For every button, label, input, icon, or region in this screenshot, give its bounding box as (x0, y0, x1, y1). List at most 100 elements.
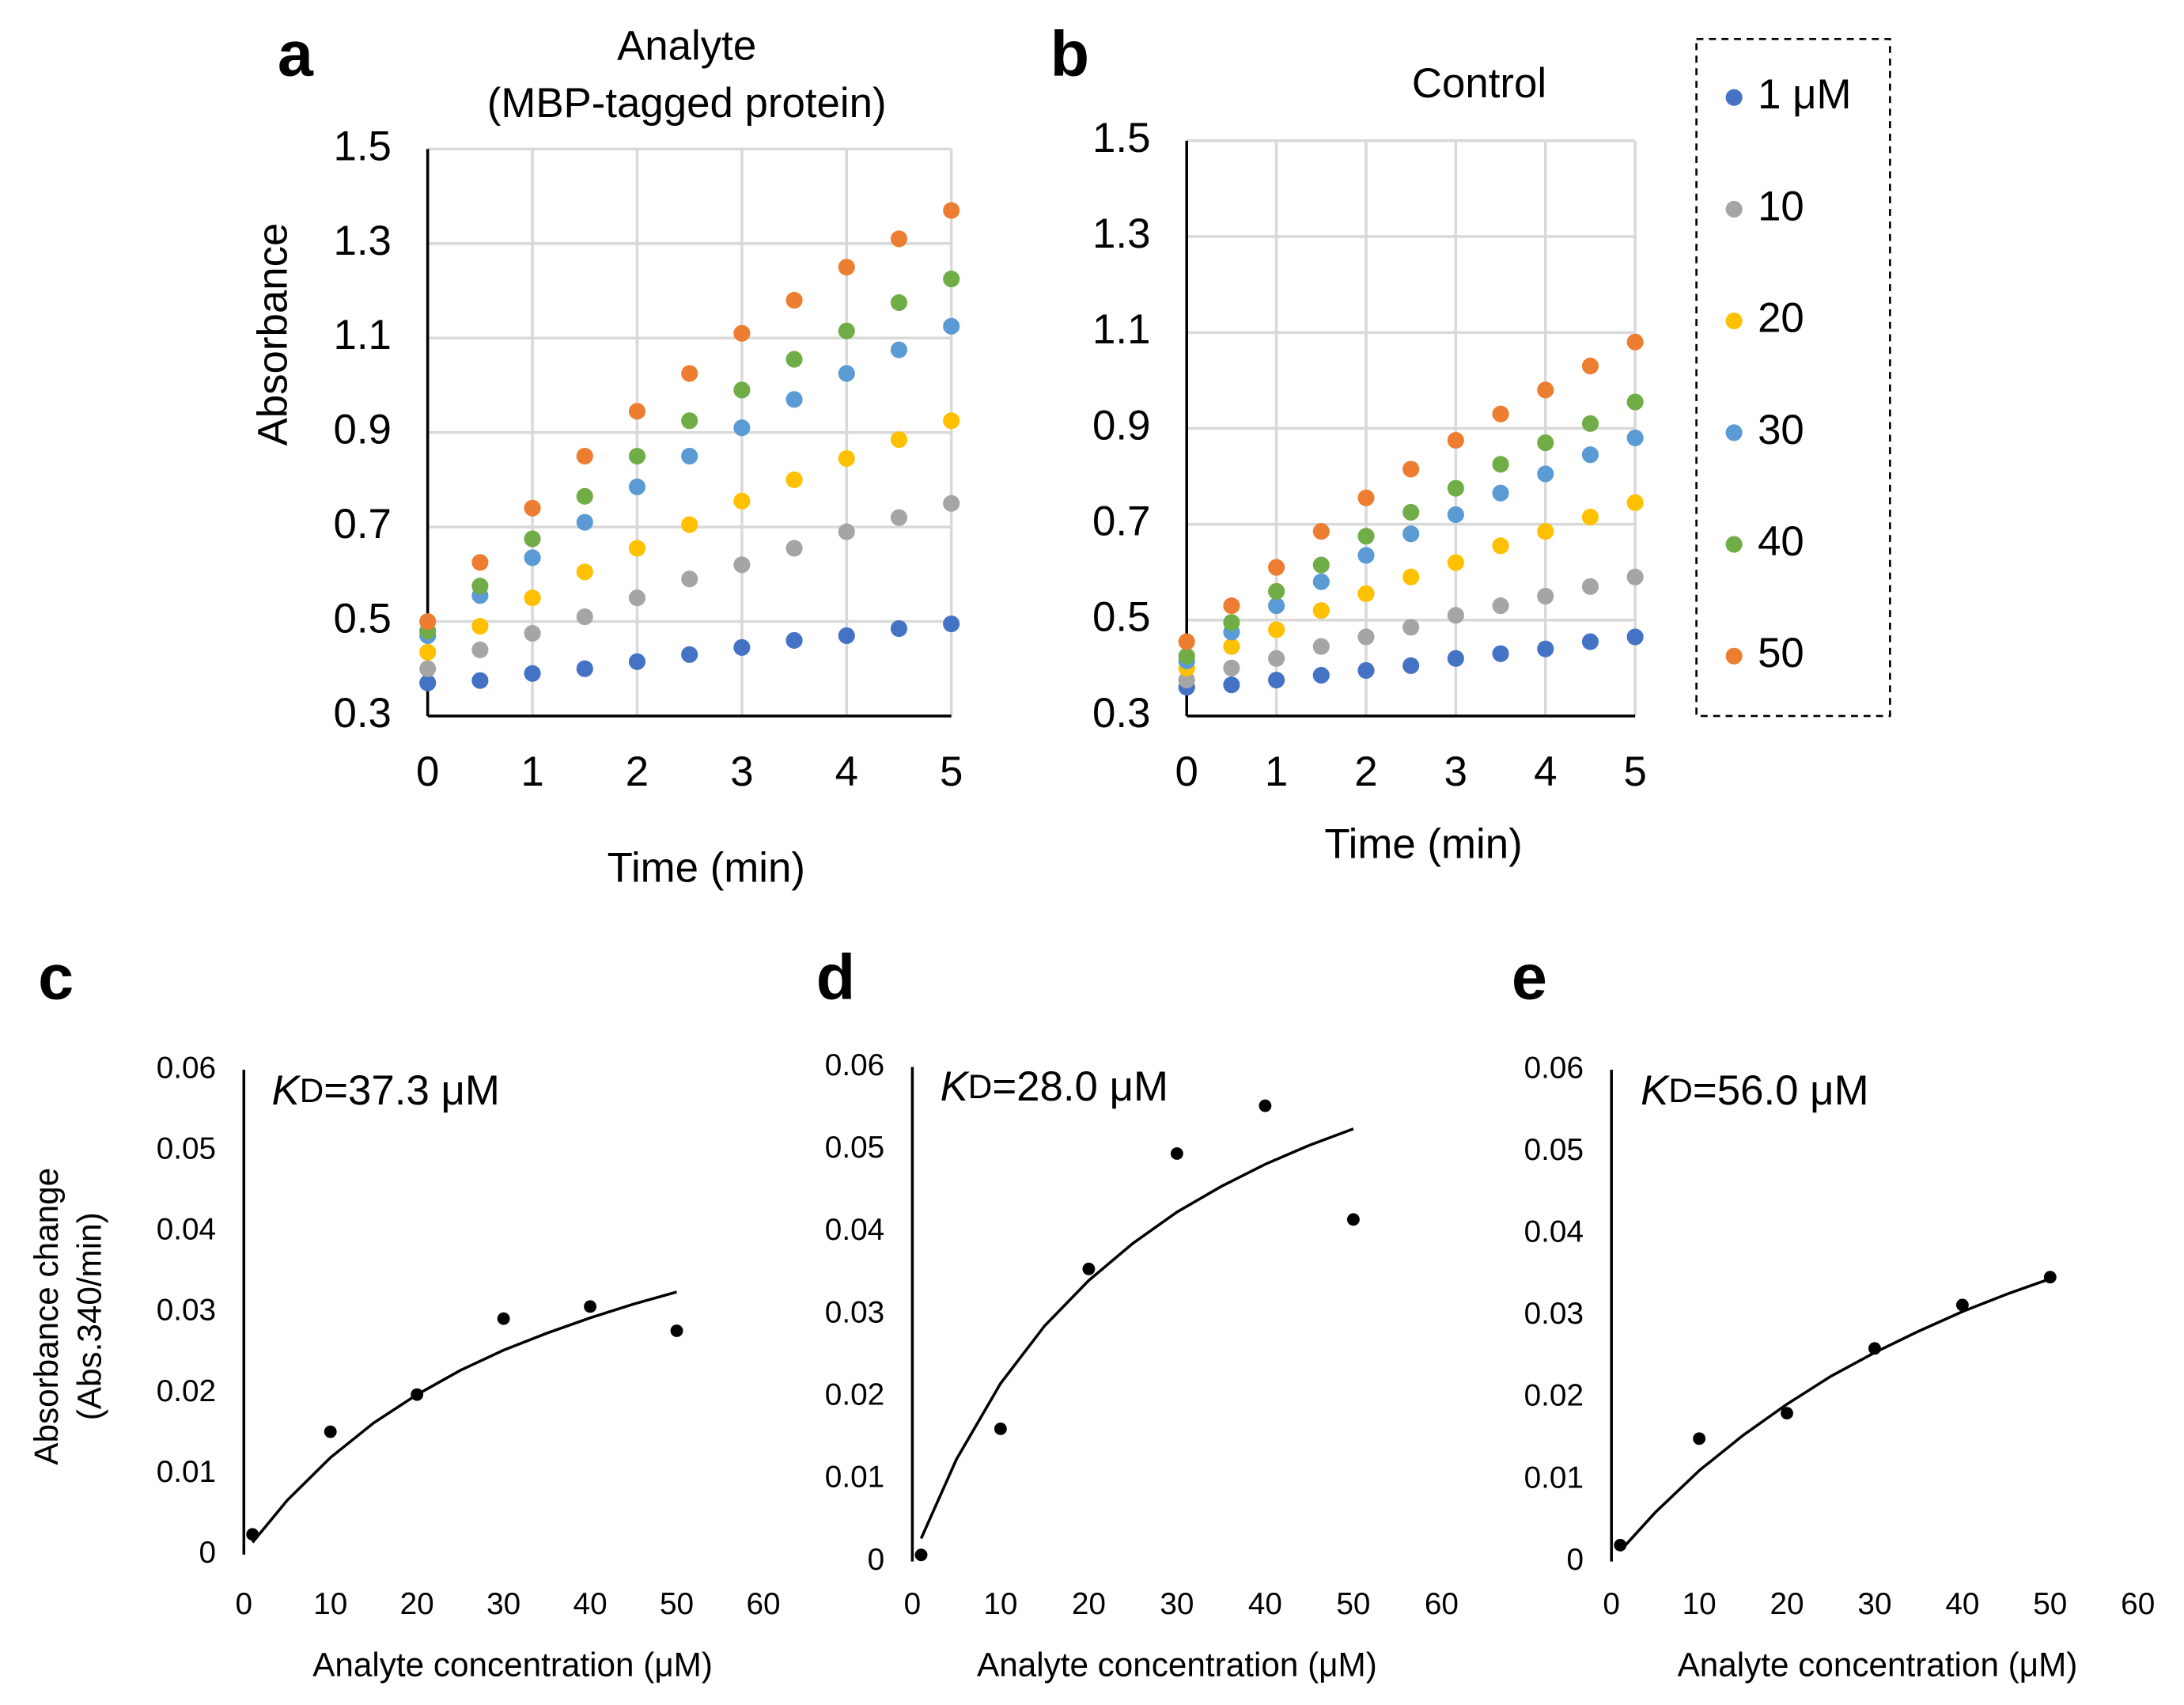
legend-marker (1725, 536, 1743, 553)
point (681, 570, 698, 588)
point (1312, 556, 1330, 574)
x-tick-label: 20 (1072, 1587, 1106, 1621)
x-axis-label: Analyte concentration (μM) (977, 1646, 1377, 1684)
point (890, 294, 908, 312)
point (838, 365, 855, 382)
y-tick-label: 0.01 (157, 1455, 216, 1489)
point (628, 653, 646, 670)
x-tick-label: 30 (1857, 1587, 1891, 1621)
point (1268, 671, 1285, 689)
point (1178, 647, 1195, 665)
x-tick-label: 30 (486, 1587, 520, 1621)
point (681, 646, 698, 663)
point (1537, 640, 1554, 657)
annotation: KD=37.3 μM (271, 1067, 499, 1114)
x-tick-label: 0 (904, 1587, 922, 1621)
point (628, 447, 646, 465)
point (576, 660, 593, 677)
x-tick-label: 60 (1425, 1587, 1459, 1621)
point (838, 523, 855, 540)
point (628, 540, 646, 557)
x-tick-label: 4 (835, 748, 858, 795)
point (524, 530, 541, 547)
fit-line (919, 1127, 1354, 1540)
point (1170, 1147, 1183, 1160)
point (1223, 676, 1240, 694)
y-tick-label: 1.1 (334, 312, 392, 358)
point (681, 365, 698, 382)
legend-label: 30 (1758, 407, 1804, 453)
annotation-text: =56.0 μM (1693, 1067, 1869, 1114)
y-tick-label: 0.06 (157, 1051, 216, 1085)
point (471, 672, 489, 689)
point (1537, 381, 1554, 399)
y-tick-label: 0.05 (1524, 1133, 1584, 1167)
point (524, 589, 541, 607)
point (838, 322, 855, 339)
point (576, 447, 593, 465)
point (1357, 528, 1375, 545)
point (1614, 1539, 1627, 1552)
point (411, 1388, 424, 1401)
chart-title: Analyte (617, 23, 756, 70)
chart-title: Control (1412, 60, 1546, 107)
point (1268, 650, 1285, 667)
point (1402, 568, 1420, 585)
legend-label: 50 (1758, 630, 1804, 676)
y-axis-label: (Abs.340/min) (71, 1212, 108, 1420)
x-tick-label: 40 (573, 1587, 608, 1621)
y-tick-label: 1.5 (334, 123, 392, 169)
y-tick-label: 0.06 (1524, 1051, 1584, 1085)
point (1537, 434, 1554, 452)
point (943, 412, 960, 430)
point (471, 641, 489, 658)
x-tick-label: 1 (1265, 748, 1288, 795)
point (1082, 1262, 1096, 1275)
point (1492, 597, 1509, 615)
point (471, 554, 489, 571)
x-tick-label: 0 (416, 748, 439, 795)
y-tick-label: 1.3 (1092, 210, 1150, 257)
point (785, 291, 803, 309)
x-tick-label: 4 (1534, 748, 1557, 795)
point (576, 563, 593, 581)
point (471, 617, 489, 635)
annotation-sub: D (300, 1072, 324, 1109)
point (785, 350, 803, 368)
annotation-sub: D (1668, 1072, 1693, 1109)
point (785, 540, 803, 557)
point (419, 612, 437, 631)
point (1357, 585, 1375, 603)
point (1626, 494, 1644, 511)
point (1223, 638, 1240, 655)
point (1312, 523, 1330, 540)
point (1447, 479, 1464, 497)
point (1268, 582, 1285, 600)
legend-marker (1725, 313, 1743, 330)
y-tick-label: 0.5 (1092, 594, 1150, 641)
x-tick-label: 60 (2121, 1587, 2155, 1621)
point (1537, 523, 1554, 540)
point (1955, 1298, 1969, 1312)
point (1581, 508, 1599, 526)
point (733, 638, 751, 656)
point (943, 271, 960, 288)
point (1223, 659, 1240, 676)
y-tick-label: 0.01 (1524, 1461, 1584, 1495)
point (1492, 537, 1509, 555)
legend-label: 1 μM (1758, 71, 1851, 118)
y-tick-label: 0.04 (157, 1213, 216, 1247)
annotation: KD=56.0 μM (1641, 1067, 1868, 1114)
point (1268, 621, 1285, 638)
point (733, 419, 751, 437)
y-tick-label: 0.7 (1092, 498, 1150, 545)
point (838, 449, 855, 468)
x-tick-label: 10 (1682, 1587, 1717, 1621)
x-tick-label: 1 (520, 748, 543, 795)
x-tick-label: 0 (1603, 1587, 1620, 1621)
point (914, 1548, 928, 1562)
point (1268, 597, 1285, 615)
y-axis-label: Absorbance change (28, 1168, 65, 1465)
point (524, 549, 541, 566)
